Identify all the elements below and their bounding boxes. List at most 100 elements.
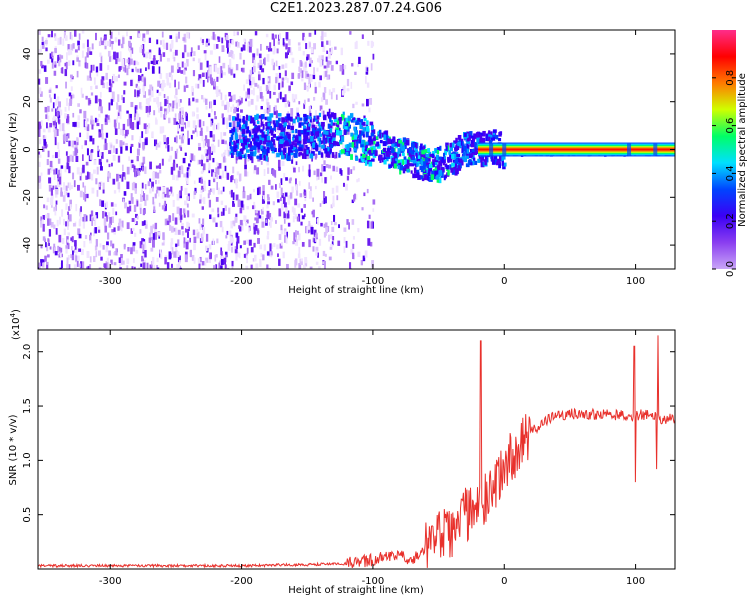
heatmap-cell	[110, 240, 113, 247]
heatmap-cell	[192, 130, 195, 134]
heatmap-cell	[126, 129, 129, 135]
heatmap-cell	[294, 260, 297, 268]
heatmap-cell	[318, 238, 322, 246]
heatmap-cell	[199, 223, 202, 230]
heatmap-cell	[298, 101, 301, 105]
heatmap-cell	[363, 148, 367, 153]
heatmap-cell	[184, 201, 188, 206]
heatmap-cell	[206, 139, 210, 147]
heatmap-cell	[451, 142, 455, 148]
heatmap-cell	[89, 150, 92, 154]
heatmap-cell	[85, 62, 89, 69]
heatmap-cell	[309, 266, 313, 269]
heatmap-cell	[155, 119, 158, 125]
heatmap-cell	[198, 263, 201, 269]
heatmap-cell	[435, 154, 440, 161]
heatmap-cell	[189, 249, 193, 258]
heatmap-cell	[347, 115, 352, 122]
heatmap-cell	[423, 149, 428, 153]
heatmap-cell	[133, 266, 136, 269]
heatmap-cell	[326, 74, 329, 80]
heatmap-cell	[50, 51, 54, 57]
heatmap-cell	[216, 93, 219, 98]
heatmap-cell	[156, 267, 160, 269]
heatmap-cell	[187, 210, 190, 218]
heatmap-cell	[209, 252, 212, 260]
heatmap-cell	[137, 75, 140, 82]
heatmap-cell	[238, 226, 242, 232]
heatmap-cell	[269, 126, 273, 130]
heatmap-cell	[86, 124, 90, 132]
heatmap-cell	[168, 191, 172, 196]
heatmap-cell	[176, 163, 178, 168]
heatmap-cell	[145, 105, 149, 114]
heatmap-cell	[68, 214, 72, 222]
heatmap-cell	[87, 47, 89, 53]
heatmap-spike-cell	[489, 143, 494, 156]
heatmap-cell	[186, 221, 189, 229]
heatmap-cell	[264, 116, 267, 121]
heatmap-cell	[471, 148, 475, 153]
heatmap-cell	[112, 73, 115, 82]
heatmap-cell	[382, 147, 387, 152]
heatmap-cell	[170, 242, 173, 250]
heatmap-cell	[230, 106, 233, 112]
heatmap-cell	[87, 265, 90, 269]
heatmap-cell	[323, 115, 327, 121]
heatmap-cell	[319, 203, 322, 207]
heatmap-cell	[144, 138, 148, 146]
heatmap-cell	[80, 87, 83, 95]
heatmap-cell	[65, 81, 67, 89]
heatmap-cell	[365, 98, 369, 107]
heatmap-cell	[53, 129, 57, 138]
heatmap-cell	[139, 203, 142, 210]
heatmap-cell	[408, 163, 412, 167]
heatmap-cell	[174, 79, 176, 88]
heatmap-cell	[474, 160, 478, 165]
heatmap-cell	[93, 255, 96, 263]
heatmap-cell	[113, 262, 117, 266]
heatmap-cell	[74, 122, 77, 127]
heatmap-cell	[203, 196, 206, 205]
heatmap-cell	[308, 106, 312, 112]
heatmap-cell	[278, 258, 281, 266]
heatmap-cell	[324, 177, 327, 184]
heatmap-cell	[157, 80, 161, 87]
heatmap-cell	[354, 193, 356, 200]
heatmap-cell	[42, 214, 45, 220]
heatmap-cell	[90, 149, 94, 153]
heatmap-cell	[216, 173, 218, 179]
heatmap-cell	[325, 130, 329, 135]
heatmap-cell	[340, 170, 343, 176]
heatmap-cell	[278, 65, 281, 70]
heatmap-cell	[126, 222, 130, 230]
heatmap-cell	[461, 148, 464, 154]
heatmap-cell	[397, 160, 400, 164]
heatmap-cell	[253, 145, 257, 150]
heatmap-cell	[153, 110, 156, 116]
heatmap-cell	[263, 154, 266, 161]
heatmap-cell	[314, 30, 317, 35]
heatmap-cell	[201, 185, 205, 190]
heatmap-cell	[203, 97, 206, 103]
heatmap-cell	[197, 45, 200, 50]
heatmap-cell	[200, 170, 204, 174]
heatmap-cell	[298, 263, 302, 269]
heatmap-cell	[343, 130, 347, 136]
heatmap-cell	[259, 59, 263, 66]
heatmap-cell	[188, 98, 191, 106]
heatmap-cell	[82, 261, 85, 269]
heatmap-cell	[354, 130, 359, 137]
heatmap-cell	[158, 186, 162, 191]
heatmap-cell	[113, 252, 117, 256]
heatmap-cell	[257, 62, 260, 69]
heatmap-cell	[72, 112, 75, 118]
heatmap-cell	[228, 207, 231, 214]
heatmap-cell	[187, 130, 189, 139]
heatmap-cell	[49, 87, 52, 92]
heatmap-cell	[294, 143, 298, 148]
heatmap-cell	[330, 243, 333, 247]
heatmap-cell	[180, 126, 184, 132]
heatmap-cell	[89, 234, 92, 241]
heatmap-cell	[238, 225, 240, 229]
